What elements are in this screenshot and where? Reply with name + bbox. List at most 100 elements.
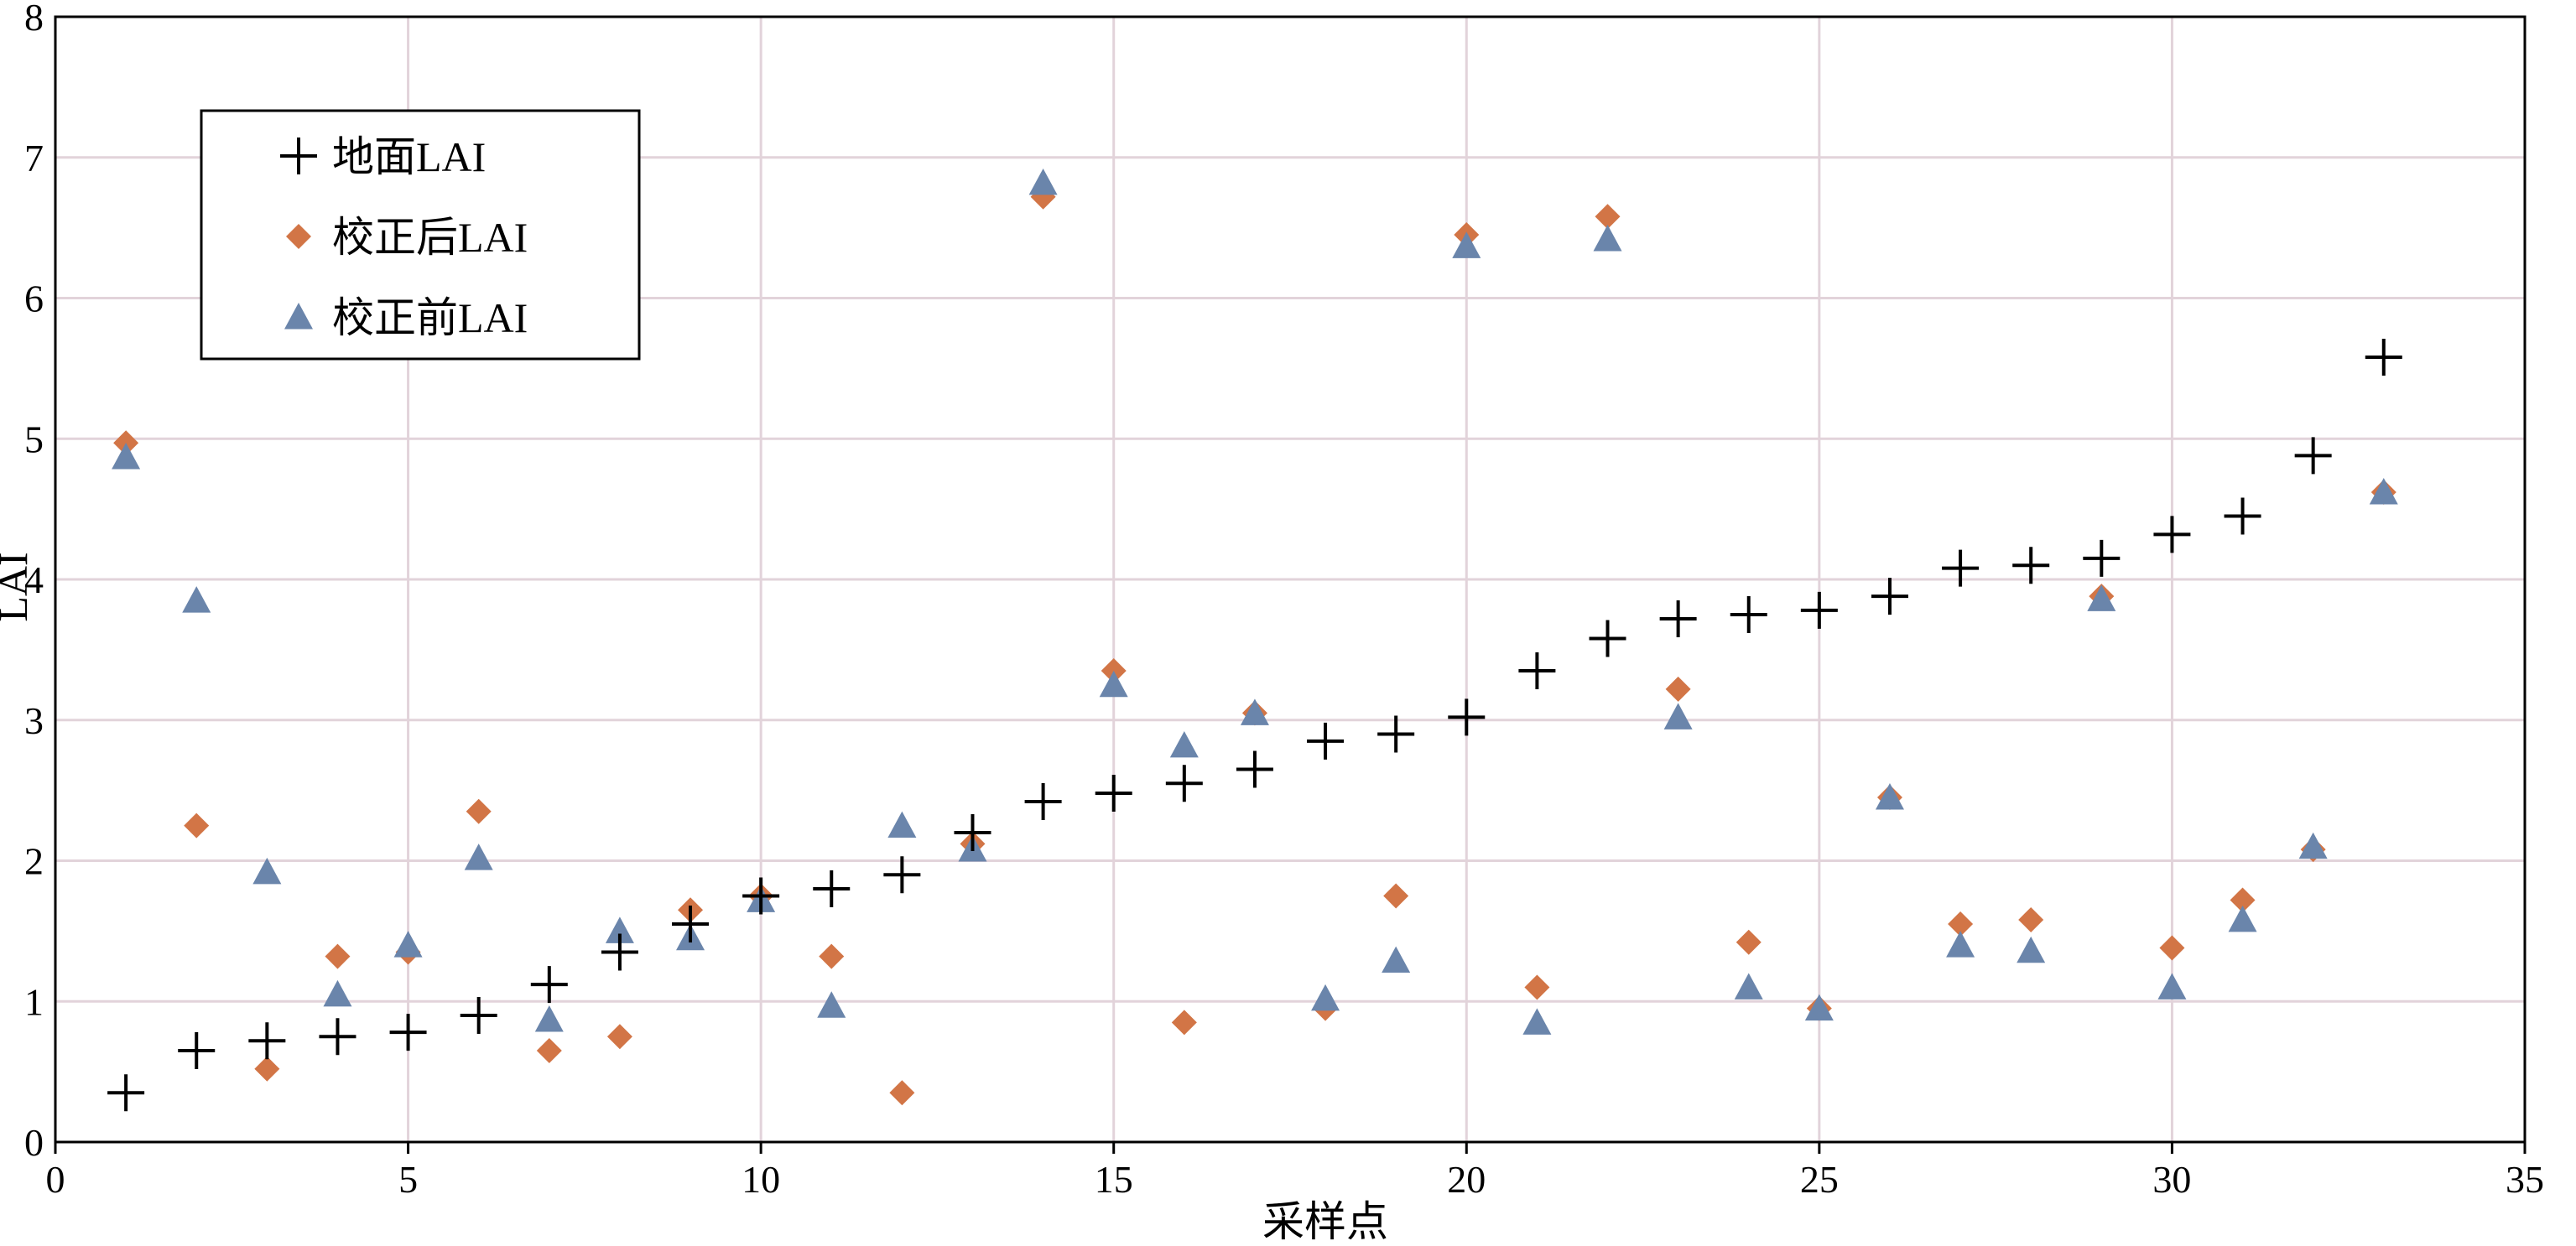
y-axis-title: LAI (0, 552, 36, 621)
plus-point (2365, 338, 2402, 376)
diamond-point (2159, 935, 2185, 961)
y-tick-label: 7 (24, 137, 44, 179)
triangle-point (2298, 832, 2328, 859)
x-tick-label: 0 (46, 1158, 65, 1201)
plus-point (954, 813, 991, 851)
diamond-point (536, 1037, 562, 1063)
diamond-point (606, 1024, 632, 1050)
plus-point (883, 856, 921, 894)
triangle-point (393, 931, 423, 958)
triangle-point (887, 811, 917, 838)
triangle-point (323, 979, 352, 1007)
diamond-point (2230, 887, 2256, 913)
y-axis-ticks: 0 1 2 3 4 5 6 7 8 (24, 0, 44, 1164)
diamond-point (466, 798, 492, 824)
legend-box (200, 109, 641, 361)
diamond-point (1383, 883, 1409, 909)
plus-point (1165, 765, 1203, 802)
plus-point (389, 1014, 427, 1051)
diamond-point (184, 812, 210, 838)
triangle-point (1946, 931, 1975, 958)
x-axis-ticks: 0 5 10 15 20 25 30 35 (46, 1142, 2544, 1201)
plus-point (530, 966, 568, 1004)
triangle-point (464, 844, 493, 870)
plus-point (2294, 437, 2332, 475)
y-tick-label: 5 (24, 418, 44, 460)
x-axis-title: 采样点 (1262, 1198, 1388, 1245)
data-series (107, 168, 2402, 1112)
legend-label: 校正前LAI (332, 294, 528, 341)
plus-point (1800, 591, 1838, 629)
legend: 地面LAI 校正后LAI 校正前LAI (200, 109, 641, 361)
triangle-point (112, 443, 141, 470)
plus-point (1589, 620, 1626, 657)
diamond-point (1948, 911, 1974, 937)
plus-point (742, 877, 780, 915)
triangle-point (1734, 973, 1763, 999)
plus-point (2153, 516, 2191, 553)
legend-label: 校正后LAI (332, 214, 528, 261)
triangle-point (1169, 730, 1199, 758)
plus-point (1871, 578, 1908, 615)
triangle-point (1028, 168, 1058, 195)
x-tick-label: 35 (2506, 1158, 2544, 1201)
x-tick-label: 25 (1800, 1158, 1839, 1201)
diamond-point (1524, 974, 1550, 1000)
plus-point (1518, 652, 1556, 690)
triangle-point (605, 916, 634, 943)
triangle-point (2369, 477, 2398, 505)
triangle-point (1240, 698, 1269, 725)
diamond-point (819, 943, 845, 969)
plus-point (1448, 698, 1486, 736)
plus-point (1307, 722, 1345, 760)
plus-point (460, 997, 497, 1035)
triangle-point (2087, 584, 2116, 611)
plus-point (178, 1031, 216, 1069)
x-tick-label: 30 (2152, 1158, 2191, 1201)
plus-point (248, 1022, 286, 1060)
triangle-point (252, 857, 282, 885)
diamond-point (254, 1056, 280, 1082)
plus-point (1377, 715, 1415, 753)
triangle-point (817, 991, 846, 1018)
y-tick-label: 4 (24, 558, 44, 601)
plus-point (601, 933, 638, 971)
y-tick-label: 0 (24, 1121, 44, 1164)
x-tick-label: 5 (398, 1158, 418, 1201)
legend-marker-plus (280, 138, 317, 174)
plus-point (1095, 774, 1132, 812)
triangle-point (2228, 905, 2257, 932)
diamond-point (325, 943, 351, 969)
x-tick-label: 15 (1095, 1158, 1133, 1201)
plot-frame (54, 15, 2527, 1144)
y-tick-label: 6 (24, 278, 44, 320)
y-tick-label: 3 (24, 699, 44, 742)
y-tick-label: 8 (24, 0, 44, 39)
diamond-point (1595, 204, 1621, 230)
triangle-point (1311, 984, 1340, 1011)
triangle-point (1382, 946, 1411, 973)
x-tick-label: 10 (742, 1158, 780, 1201)
x-tick-label: 20 (1447, 1158, 1486, 1201)
diamond-point (2018, 906, 2044, 932)
diamond-point (1736, 929, 1762, 955)
diamond-point (889, 1080, 915, 1106)
plus-point (672, 905, 710, 942)
y-tick-label: 2 (24, 840, 44, 883)
plus-point (1730, 595, 1767, 633)
plus-point (2083, 539, 2121, 577)
legend-label: 地面LAI (332, 133, 486, 180)
triangle-point (1099, 670, 1128, 698)
y-tick-label: 1 (24, 980, 44, 1023)
plus-point (2012, 547, 2050, 584)
plus-point (2224, 497, 2261, 535)
plus-point (1236, 750, 1273, 788)
triangle-point (1875, 783, 1904, 810)
triangle-point (1804, 994, 1834, 1021)
triangle-point (1522, 1008, 1552, 1035)
plus-point (1942, 549, 1980, 587)
triangle-point (2017, 936, 2046, 963)
plus-point (107, 1074, 145, 1112)
plus-point (1024, 783, 1062, 821)
